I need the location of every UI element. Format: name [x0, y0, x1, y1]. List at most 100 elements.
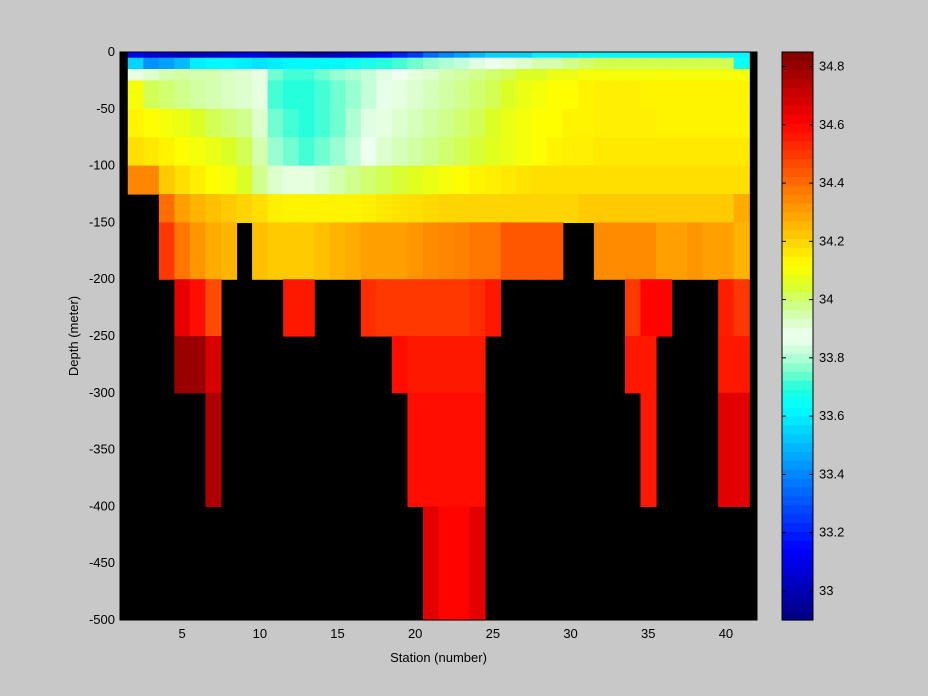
y-tick-label: -300: [89, 385, 115, 400]
colorbar-swatch: [782, 486, 813, 497]
heatmap-cell: [485, 279, 502, 337]
heatmap-cell: [733, 165, 750, 195]
heatmap-cell: [469, 108, 486, 138]
heatmap-cell: [174, 108, 191, 138]
heatmap-cell: [267, 57, 284, 70]
colorbar-swatch: [782, 478, 813, 488]
heatmap-cell: [438, 137, 455, 167]
colorbar-swatch: [782, 415, 813, 426]
colorbar-swatch: [782, 593, 813, 603]
heatmap-cell: [283, 279, 300, 337]
colorbar-tick-label: 34.2: [819, 233, 844, 248]
heatmap-cell: [376, 194, 393, 223]
heatmap-cell: [578, 108, 595, 138]
heatmap-cell: [656, 108, 673, 138]
heatmap-cell: [547, 165, 564, 195]
heatmap-cell: [718, 108, 735, 138]
heatmap-cell: [454, 80, 471, 110]
y-tick-label: -350: [89, 442, 115, 457]
heatmap-cell: [252, 137, 269, 167]
heatmap-cell: [516, 194, 533, 223]
heatmap-cell: [547, 108, 564, 138]
heatmap-cell: [454, 506, 471, 621]
heatmap-cell: [469, 69, 486, 81]
y-tick-label: 0: [108, 44, 115, 59]
heatmap-cell: [158, 222, 175, 280]
x-tick-label: 40: [719, 626, 733, 641]
heatmap-cell: [236, 69, 253, 81]
heatmap-cell: [298, 137, 315, 167]
heatmap-cell: [547, 69, 564, 81]
heatmap-cell: [469, 57, 486, 70]
heatmap-cell: [547, 57, 564, 70]
heatmap-cell: [298, 80, 315, 110]
heatmap-cell: [624, 194, 642, 223]
heatmap-cell: [189, 222, 207, 280]
y-axis-ticks: 0 -50 -100 -150 -200 -250 -300 -350 -400 -450 -500: [89, 44, 125, 627]
heatmap-cell: [516, 108, 533, 138]
heatmap-cell: [469, 137, 486, 167]
heatmap-cell: [127, 52, 144, 59]
colorbar-swatch: [782, 238, 813, 248]
colorbar-swatch: [782, 96, 813, 106]
heatmap-cell: [283, 137, 300, 167]
heatmap-cell: [500, 137, 517, 167]
heatmap-cell: [283, 52, 300, 59]
heatmap-cell: [205, 392, 222, 507]
heatmap-cell: [500, 194, 517, 223]
heatmap-cell: [360, 108, 377, 138]
colorbar-swatch: [782, 602, 813, 612]
heatmap-cell: [578, 137, 595, 167]
heatmap-cell: [189, 336, 207, 394]
heatmap-cell: [205, 165, 222, 195]
heatmap-cell: [593, 222, 611, 280]
heatmap-cell: [671, 69, 688, 81]
heatmap-cell: [609, 57, 626, 70]
heatmap-cell: [702, 80, 719, 110]
y-axis-label: Depth (meter): [66, 296, 81, 376]
heatmap-cell: [469, 165, 486, 195]
heatmap-cell: [454, 69, 471, 81]
heatmap-cell: [314, 137, 331, 167]
colorbar-swatch: [782, 389, 813, 399]
heatmap-cell: [438, 506, 455, 621]
heatmap-cell: [593, 52, 611, 59]
heatmap-cell: [733, 108, 750, 138]
heatmap-cell: [454, 57, 471, 70]
colorbar-ticks: 33 33.2 33.4 33.6 33.8 34 34.2 34.4 34.6 34.8: [782, 59, 844, 598]
heatmap-cell: [562, 52, 579, 59]
heatmap-cell: [671, 52, 688, 59]
heatmap-cell: [329, 52, 346, 59]
heatmap-cell: [189, 165, 207, 195]
heatmap-cell: [733, 222, 750, 280]
colorbar-swatch: [782, 531, 813, 541]
heatmap-cell: [252, 108, 269, 138]
heatmap-cell: [438, 392, 455, 507]
heatmap-cell: [562, 108, 579, 138]
heatmap-cell: [640, 336, 657, 394]
heatmap-cell: [376, 52, 393, 59]
x-tick-label: 30: [563, 626, 577, 641]
heatmap-cell: [407, 137, 424, 167]
heatmap-cell: [438, 57, 455, 70]
heatmap-cell: [345, 69, 362, 81]
heatmap-cell: [314, 69, 331, 81]
heatmap-cell: [314, 194, 331, 223]
colorbar-swatch: [782, 114, 813, 124]
heatmap-cell: [422, 52, 440, 59]
heatmap-cell: [329, 194, 346, 223]
heatmap-cell: [702, 194, 719, 223]
heatmap-cell: [640, 279, 657, 337]
heatmap-cell: [438, 80, 455, 110]
heatmap-cell: [516, 69, 533, 81]
heatmap-cell: [376, 137, 393, 167]
heatmap-cell: [174, 336, 191, 394]
heatmap-cell: [220, 52, 238, 59]
heatmap-cell: [562, 57, 579, 70]
heatmap-cell: [422, 80, 440, 110]
heatmap-cell: [267, 222, 284, 280]
heatmap-cell: [345, 165, 362, 195]
heatmap-cell: [267, 69, 284, 81]
colorbar-swatch: [782, 229, 813, 239]
x-tick-label: 5: [179, 626, 186, 641]
